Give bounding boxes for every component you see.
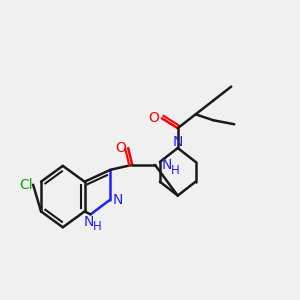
Text: Cl: Cl — [19, 178, 33, 192]
Text: H: H — [171, 164, 180, 177]
Text: O: O — [115, 141, 126, 155]
Text: N: N — [172, 135, 183, 149]
Text: N: N — [113, 193, 124, 206]
Text: O: O — [148, 111, 159, 125]
Text: H: H — [93, 220, 102, 233]
Text: N: N — [162, 158, 172, 172]
Text: N: N — [83, 215, 94, 229]
